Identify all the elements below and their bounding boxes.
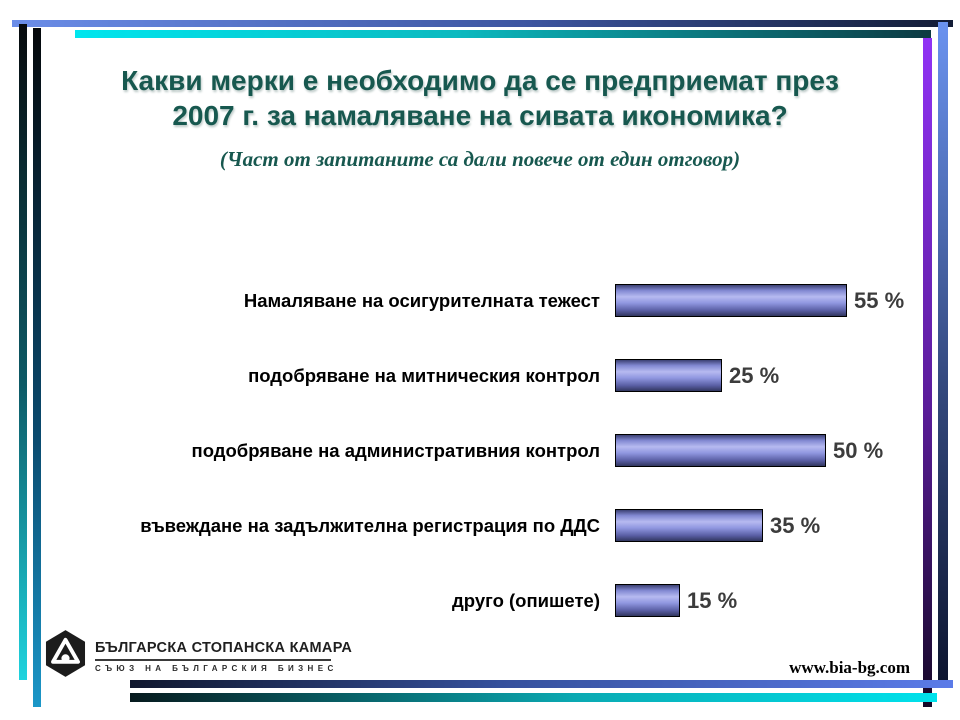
- bar-category-label: друго (опишете): [452, 589, 600, 611]
- logo-divider: [95, 659, 331, 661]
- frame-left-inner-bar: [33, 28, 41, 707]
- frame-bottom-cyan-bar: [130, 693, 937, 702]
- title-line-2: 2007 г. за намаляване на сивата икономик…: [172, 100, 788, 131]
- chart-row: въвеждане на задължителна регистрация по…: [0, 509, 820, 542]
- frame-top-blue-bar: [12, 20, 953, 27]
- frame-right-purple-bar: [923, 38, 932, 707]
- chart-row: подобряване на административния контрол 5…: [0, 434, 883, 467]
- bar-category-label: подобряване на административния контрол: [191, 439, 600, 461]
- bar: [615, 359, 722, 392]
- frame-bottom-blue-bar: [130, 680, 953, 688]
- bar: [615, 284, 847, 317]
- bar: [615, 509, 763, 542]
- bar-category-label: въвеждане на задължителна регистрация по…: [140, 514, 600, 536]
- bar: [615, 434, 826, 467]
- frame-right-blue-bar: [938, 22, 948, 680]
- bar-value-label: 35 %: [770, 512, 821, 538]
- frame-left-outer-bar: [19, 24, 27, 680]
- bar-value-label: 50 %: [833, 437, 884, 463]
- chart-row: подобряване на митническия контрол 25 %: [0, 359, 779, 392]
- website-text: www.bia-bg.com: [789, 658, 910, 677]
- bia-hexagon-logo-icon: [45, 629, 86, 678]
- logo-org-name: БЪЛГАРСКА СТОПАНСКА КАМАРА: [95, 640, 353, 656]
- chart-row: Намаляване на осигурителната тежест 55 %: [0, 284, 904, 317]
- bar-value-label: 25 %: [729, 362, 780, 388]
- slide-title: Какви мерки е необходимо да се предприем…: [50, 63, 910, 133]
- bar: [615, 584, 680, 617]
- logo-text-block: БЪЛГАРСКА СТОПАНСКА КАМАРА СЪЮЗ НА БЪЛГА…: [95, 640, 352, 673]
- bar-value-label: 55 %: [854, 287, 905, 313]
- bar-chart: Намаляване на осигурителната тежест 55 % п…: [0, 284, 960, 634]
- logo-org-tagline: СЪЮЗ НА БЪЛГАРСКИЯ БИЗНЕС: [95, 664, 338, 673]
- title-line-1: Какви мерки е необходимо да се предприем…: [121, 65, 839, 96]
- bar-category-label: Намаляване на осигурителната тежест: [243, 289, 600, 311]
- bar-category-label: подобряване на митническия контрол: [248, 364, 600, 386]
- frame-top-cyan-bar: [75, 30, 931, 38]
- chart-row: друго (опишете) 15 %: [0, 584, 737, 617]
- bar-value-label: 15 %: [687, 587, 738, 613]
- slide-subtitle: (Част от запитаните са дали повече от ед…: [219, 147, 741, 171]
